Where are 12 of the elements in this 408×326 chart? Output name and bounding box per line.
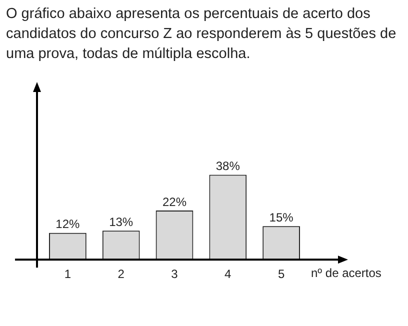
x-tick-label: 1 — [64, 267, 72, 282]
x-axis-title: nº de acertos — [311, 266, 382, 280]
x-tick-label: 4 — [224, 267, 232, 282]
x-tick-label: 2 — [118, 267, 125, 282]
x-tick-label: 5 — [278, 267, 285, 282]
chart-title: O gráfico abaixo apresenta os percentuais de acerto dos candidatos do concurso Z ao responderem às 5 questões de uma prova, todas de múltipla escolha. — [6, 5, 398, 64]
data-label: 15% — [269, 210, 294, 224]
data-label: 38% — [216, 159, 240, 174]
x-tick-label: 3 — [171, 267, 178, 282]
data-label: 13% — [109, 214, 134, 229]
data-label: 22% — [162, 194, 187, 209]
data-label: 12% — [56, 217, 80, 232]
